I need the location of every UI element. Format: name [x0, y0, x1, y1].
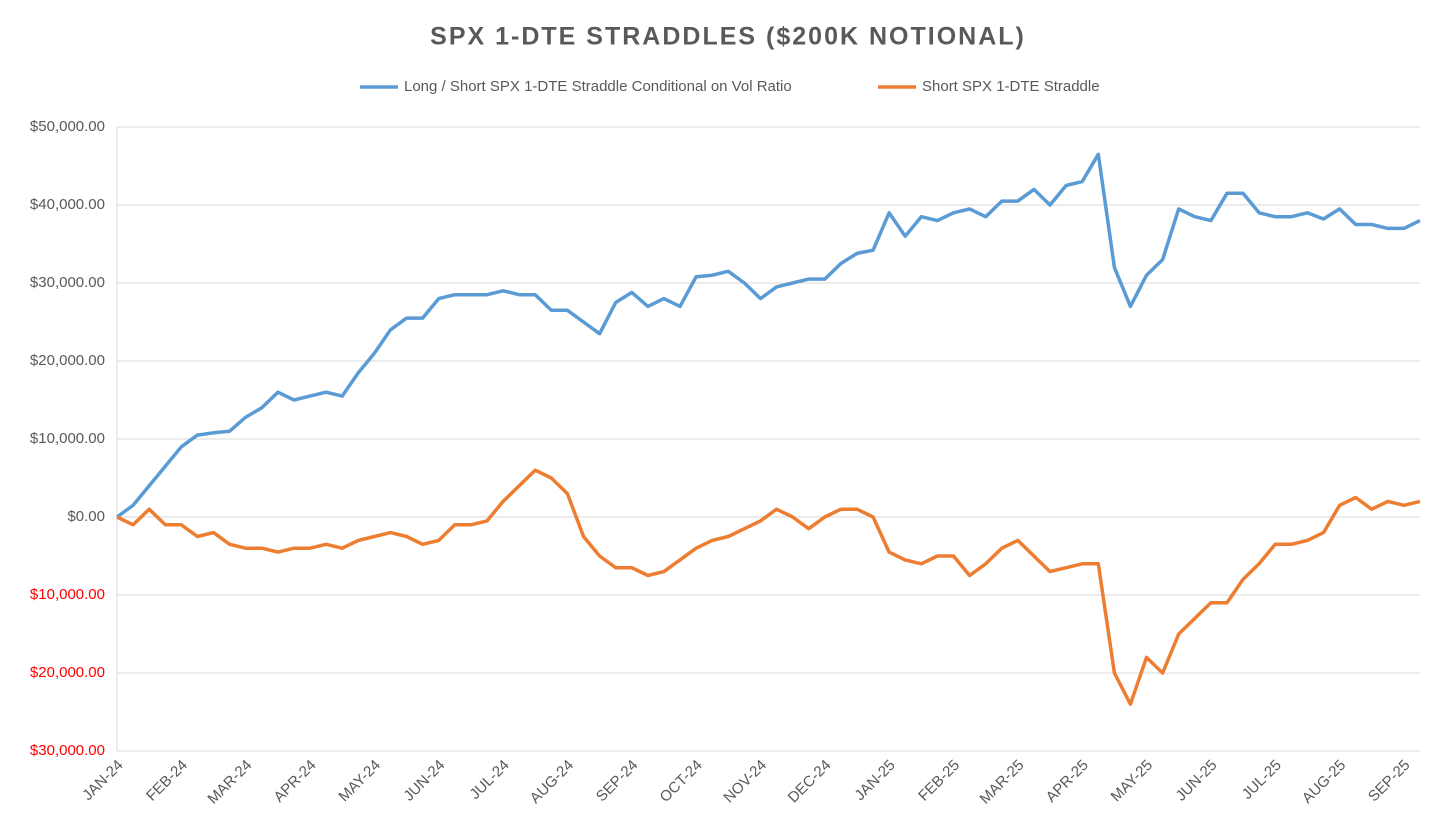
y-tick-label: $50,000.00	[30, 118, 105, 135]
y-tick-label: $0.00	[67, 508, 105, 525]
series-line	[115, 152, 1421, 519]
legend-label: Short SPX 1-DTE Straddle	[922, 78, 1100, 95]
y-tick-label: $40,000.00	[30, 196, 105, 213]
chart-title: SPX 1-DTE STRADDLES ($200K NOTIONAL)	[430, 23, 1026, 51]
y-tick-label: $10,000.00	[30, 586, 105, 603]
y-tick-label: $20,000.00	[30, 352, 105, 369]
series-line	[116, 468, 1421, 706]
y-tick-label: $10,000.00	[30, 430, 105, 447]
y-tick-label: $30,000.00	[30, 274, 105, 291]
y-tick-label: $30,000.00	[30, 742, 105, 759]
y-tick-label: $20,000.00	[30, 664, 105, 681]
legend-label: Long / Short SPX 1-DTE Straddle Conditio…	[404, 78, 792, 95]
